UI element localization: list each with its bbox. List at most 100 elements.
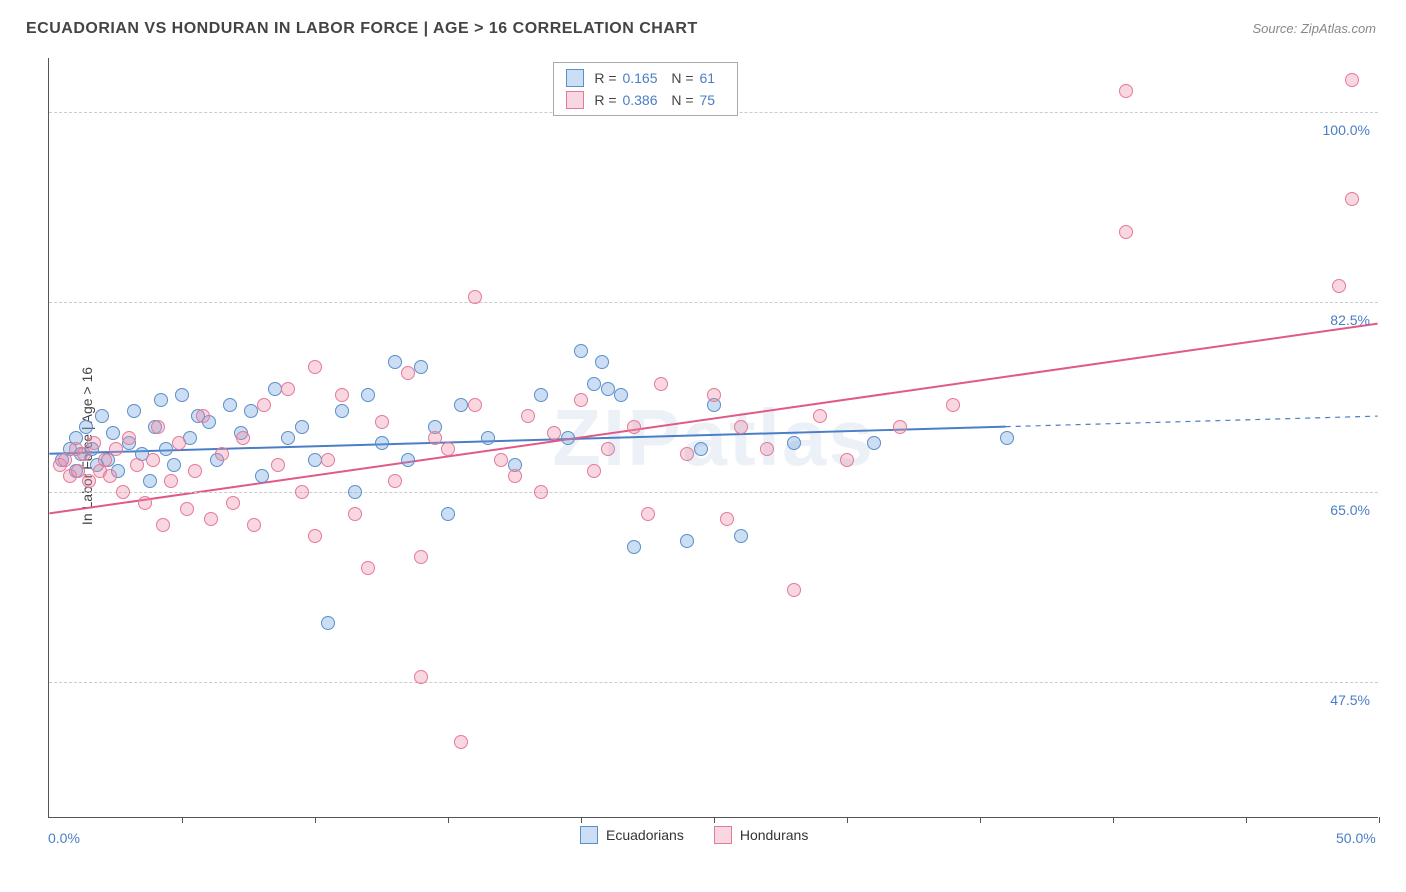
x-tick	[847, 817, 848, 823]
data-point	[441, 442, 455, 456]
data-point	[574, 344, 588, 358]
y-tick-label: 65.0%	[1330, 502, 1370, 518]
x-tick	[1379, 817, 1380, 823]
correlation-legend: R = 0.165 N = 61R = 0.386 N = 75	[553, 62, 738, 116]
data-point	[130, 458, 144, 472]
data-point	[151, 420, 165, 434]
data-point	[468, 290, 482, 304]
data-point	[215, 447, 229, 461]
data-point	[720, 512, 734, 526]
data-point	[840, 453, 854, 467]
data-point	[1345, 73, 1359, 87]
legend-swatch	[714, 826, 732, 844]
data-point	[1332, 279, 1346, 293]
data-point	[146, 453, 160, 467]
data-point	[154, 393, 168, 407]
data-point	[335, 404, 349, 418]
x-tick	[315, 817, 316, 823]
legend-swatch	[580, 826, 598, 844]
data-point	[138, 496, 152, 510]
data-point	[247, 518, 261, 532]
data-point	[654, 377, 668, 391]
data-point	[428, 431, 442, 445]
data-point	[143, 474, 157, 488]
data-point	[109, 442, 123, 456]
data-point	[77, 447, 91, 461]
data-point	[627, 420, 641, 434]
legend-swatch	[566, 91, 584, 109]
data-point	[547, 426, 561, 440]
data-point	[893, 420, 907, 434]
y-tick-label: 47.5%	[1330, 692, 1370, 708]
data-point	[257, 398, 271, 412]
data-point	[574, 393, 588, 407]
data-point	[641, 507, 655, 521]
data-point	[601, 442, 615, 456]
data-point	[388, 474, 402, 488]
data-point	[255, 469, 269, 483]
data-point	[58, 453, 72, 467]
data-point	[321, 616, 335, 630]
data-point	[180, 502, 194, 516]
data-point	[680, 534, 694, 548]
data-point	[508, 469, 522, 483]
data-point	[103, 469, 117, 483]
data-point	[95, 409, 109, 423]
data-point	[167, 458, 181, 472]
y-tick-label: 100.0%	[1323, 122, 1370, 138]
data-point	[441, 507, 455, 521]
data-point	[1119, 84, 1133, 98]
data-point	[1000, 431, 1014, 445]
legend-item: Ecuadorians	[580, 826, 684, 844]
data-point	[534, 485, 548, 499]
legend-label: Hondurans	[740, 827, 809, 843]
data-point	[361, 388, 375, 402]
data-point	[401, 453, 415, 467]
chart-title: ECUADORIAN VS HONDURAN IN LABOR FORCE | …	[26, 20, 698, 38]
data-point	[587, 464, 601, 478]
data-point	[734, 420, 748, 434]
data-point	[164, 474, 178, 488]
data-point	[79, 420, 93, 434]
gridline-h	[49, 302, 1378, 303]
legend-swatch	[566, 69, 584, 87]
data-point	[614, 388, 628, 402]
data-point	[244, 404, 258, 418]
data-point	[226, 496, 240, 510]
data-point	[680, 447, 694, 461]
data-point	[375, 415, 389, 429]
data-point	[787, 583, 801, 597]
data-point	[494, 453, 508, 467]
data-point	[127, 404, 141, 418]
data-point	[601, 382, 615, 396]
data-point	[236, 431, 250, 445]
y-tick-label: 82.5%	[1330, 312, 1370, 328]
data-point	[454, 735, 468, 749]
data-point	[1345, 192, 1359, 206]
data-point	[414, 360, 428, 374]
data-point	[98, 453, 112, 467]
data-point	[481, 431, 495, 445]
data-point	[295, 420, 309, 434]
data-point	[760, 442, 774, 456]
data-point	[106, 426, 120, 440]
data-point	[414, 550, 428, 564]
data-point	[295, 485, 309, 499]
source-attribution: Source: ZipAtlas.com	[1252, 21, 1376, 36]
data-point	[454, 398, 468, 412]
data-point	[172, 436, 186, 450]
data-point	[707, 388, 721, 402]
data-point	[627, 540, 641, 554]
x-axis-max-label: 50.0%	[1336, 830, 1376, 846]
data-point	[867, 436, 881, 450]
plot-area: ZIPatlas 47.5%65.0%82.5%100.0%	[48, 58, 1378, 818]
data-point	[196, 409, 210, 423]
data-point	[734, 529, 748, 543]
data-point	[335, 388, 349, 402]
data-point	[813, 409, 827, 423]
data-point	[82, 474, 96, 488]
data-point	[122, 431, 136, 445]
data-point	[348, 485, 362, 499]
data-point	[281, 382, 295, 396]
x-tick	[448, 817, 449, 823]
